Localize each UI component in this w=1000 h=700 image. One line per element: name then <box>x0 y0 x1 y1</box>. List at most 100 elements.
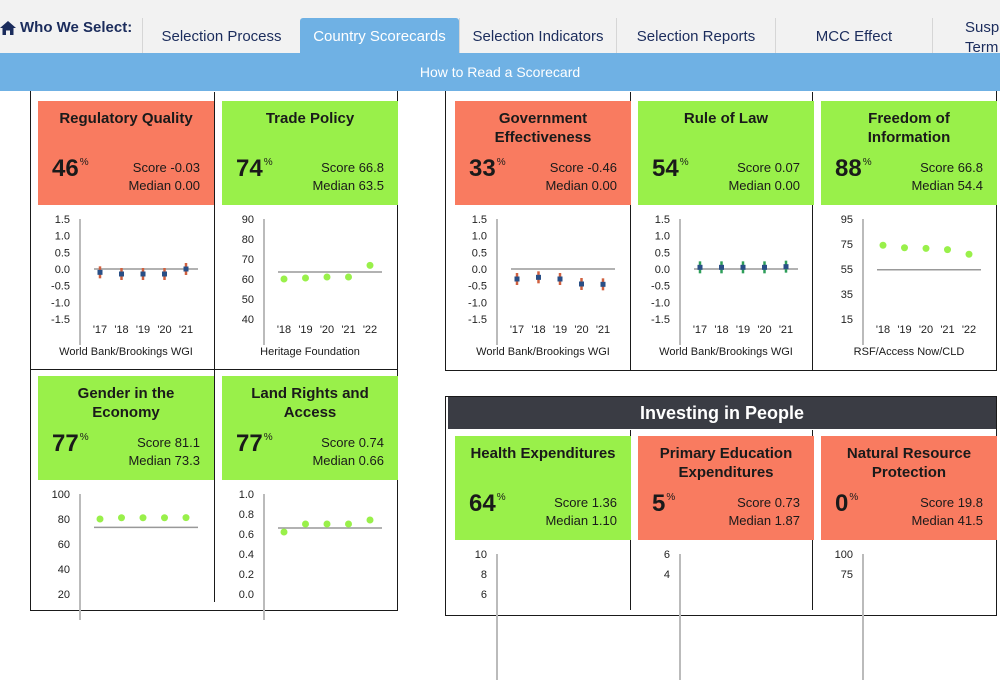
median-value: Median 0.00 <box>128 178 200 193</box>
card-title: Primary Education Expenditures <box>638 444 814 482</box>
indicator-card[interactable]: Government Effectiveness 33% Score -0.46 Med… <box>455 101 631 358</box>
percentile-number: 74 <box>236 155 263 182</box>
indicator-card[interactable]: Trade Policy 74% Score 66.8 Median 63.5 90 80… <box>222 101 398 358</box>
y-tick-label: 0.6 <box>239 529 254 541</box>
score-block: Score 0.07 Median 0.00 <box>728 159 800 195</box>
tab-suspension-termination[interactable]: Susp Term <box>932 18 1000 56</box>
percentile-value: 46% <box>52 155 89 183</box>
card-header: Rule of Law 54% Score 0.07 Median 0.00 <box>638 101 814 205</box>
y-tick-label: 35 <box>841 289 853 301</box>
y-tick-label: 80 <box>58 514 70 526</box>
y-tick-label: 8 <box>481 569 487 581</box>
y-tick-label: -1.5 <box>51 314 70 326</box>
tab-country-scorecards[interactable]: Country Scorecards <box>300 18 459 54</box>
score-value: Score 19.8 <box>920 495 983 510</box>
card-title-line1: Trade Policy <box>265 110 355 127</box>
home-link[interactable]: Who We Select: <box>0 19 132 57</box>
card-header: Freedom of Information 88% Score 66.8 Median… <box>821 101 997 205</box>
x-tick-label: '21 <box>779 324 793 336</box>
trend-chart: 1.5 1.0 0.5 0.0 -0.5 -1.0 -1.5 '17 '18 '19 '20 '21 <box>38 205 214 365</box>
left-row-divider <box>30 369 398 370</box>
x-tick-label: '22 <box>363 324 377 336</box>
tab-cut-line1: Susp <box>965 19 1000 36</box>
x-tick-label: '17 <box>510 324 524 336</box>
indicator-card[interactable]: Land Rights and Access 77% Score 0.74 Median… <box>222 376 398 620</box>
indicator-card[interactable]: Primary Education Expenditures 5% Score 0.7… <box>638 436 814 680</box>
percent-sign: % <box>679 157 689 168</box>
y-tick-label: 100 <box>835 549 853 561</box>
data-point <box>366 261 374 269</box>
y-tick-label: -1.0 <box>51 297 70 309</box>
card-title: Rule of Law <box>638 109 814 128</box>
data-point <box>600 281 606 287</box>
median-value: Median 41.5 <box>911 513 983 528</box>
percentile-number: 5 <box>652 490 666 517</box>
indicator-card[interactable]: Freedom of Information 88% Score 66.8 Median… <box>821 101 997 358</box>
median-value: Median 73.3 <box>128 453 200 468</box>
data-point <box>323 273 331 281</box>
right-divider-2 <box>812 92 813 370</box>
data-point <box>345 520 352 528</box>
x-tick-label: '19 <box>298 324 312 336</box>
percent-sign: % <box>666 492 676 503</box>
y-tick-label: 0.0 <box>55 264 70 276</box>
y-tick-label: -0.5 <box>51 281 70 293</box>
score-block: Score 0.73 Median 1.87 <box>728 494 800 530</box>
score-value: Score 0.07 <box>737 160 800 175</box>
score-block: Score 1.36 Median 1.10 <box>545 494 617 530</box>
data-source-label: World Bank/Brookings WGI <box>476 346 610 358</box>
card-title-line2: Protection <box>871 464 947 481</box>
median-value: Median 0.00 <box>728 178 800 193</box>
tab-selection-reports[interactable]: Selection Reports <box>616 18 775 54</box>
how-to-read-link[interactable]: How to Read a Scorecard <box>419 64 581 80</box>
y-tick-label: 15 <box>841 314 853 326</box>
card-header: Natural Resource Protection 0% Score 19.8 Me… <box>821 436 997 540</box>
x-tick-label: '21 <box>940 324 954 336</box>
score-block: Score -0.46 Median 0.00 <box>545 159 617 195</box>
trend-chart-svg: 1.0 0.8 0.6 0.4 0.2 0.0 <box>239 489 382 620</box>
median-value: Median 1.10 <box>545 513 617 528</box>
data-point <box>162 271 167 277</box>
percentile-number: 64 <box>469 490 496 517</box>
trend-chart-svg: 64 <box>664 549 681 680</box>
percent-sign: % <box>849 492 859 503</box>
percentile-value: 74% <box>236 155 273 183</box>
indicator-card[interactable]: Rule of Law 54% Score 0.07 Median 0.00 1.5 1.… <box>638 101 814 358</box>
trend-chart-svg: 95 75 55 35 15 '18 '19 '20 '21 '22 <box>841 214 981 345</box>
x-tick-label: '22 <box>962 324 976 336</box>
x-tick-label: '19 <box>897 324 911 336</box>
percentile-value: 77% <box>52 430 89 458</box>
trend-chart: 10 8 6 <box>455 540 631 700</box>
y-tick-label: -0.5 <box>468 281 487 293</box>
x-tick-label: '18 <box>277 324 291 336</box>
trend-chart-svg: 90 80 70 60 50 40 '18 '19 '20 '21 '22 <box>242 214 382 345</box>
card-title: Natural Resource Protection <box>821 444 997 482</box>
x-tick-label: '21 <box>179 324 193 336</box>
indicator-card[interactable]: Regulatory Quality 46% Score -0.03 Median 0… <box>38 101 214 358</box>
score-block: Score 66.8 Median 54.4 <box>911 159 983 195</box>
card-title: Trade Policy <box>222 109 398 128</box>
data-point <box>719 264 724 270</box>
percentile-value: 54% <box>652 155 689 183</box>
trend-chart-svg: 1.5 1.0 0.5 0.0 -0.5 -1.0 -1.5 '17 '18 '19 '20 '21 <box>468 214 615 345</box>
card-header: Government Effectiveness 33% Score -0.46 Med… <box>455 101 631 205</box>
data-point <box>302 520 309 528</box>
y-tick-label: 1.0 <box>472 231 487 243</box>
score-value: Score 0.74 <box>321 435 384 450</box>
x-tick-label: '17 <box>93 324 107 336</box>
card-title-line1: Health Expenditures <box>470 445 616 462</box>
indicator-card[interactable]: Natural Resource Protection 0% Score 19.8 Me… <box>821 436 997 680</box>
percent-sign: % <box>496 157 506 168</box>
indicator-card[interactable]: Health Expenditures 64% Score 1.36 Median 1… <box>455 436 631 680</box>
card-header: Gender in the Economy 77% Score 81.1 Median … <box>38 376 214 480</box>
card-title-line2: Access <box>283 404 337 421</box>
data-point <box>139 514 147 522</box>
y-tick-label: 0.4 <box>239 549 254 561</box>
percentile-number: 0 <box>835 490 849 517</box>
score-value: Score -0.46 <box>549 160 617 175</box>
tab-mcc-effect[interactable]: MCC Effect <box>775 18 932 54</box>
tab-selection-process[interactable]: Selection Process <box>142 18 300 54</box>
indicator-card[interactable]: Gender in the Economy 77% Score 81.1 Median … <box>38 376 214 620</box>
tab-selection-indicators[interactable]: Selection Indicators <box>459 18 616 54</box>
